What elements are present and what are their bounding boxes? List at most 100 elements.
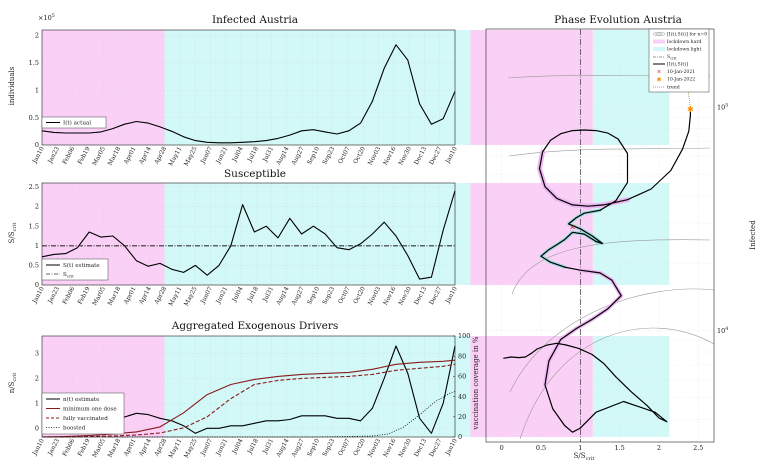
infected-legend: I(t) actual (41, 116, 107, 129)
x-tick-label: Apr28 (153, 286, 169, 307)
y-right-tick-label: 0 (458, 433, 462, 441)
svg-text:10-Jan-2021: 10-Jan-2021 (667, 69, 695, 75)
phase-title: Phase Evolution Austria (554, 14, 682, 26)
x-tick-label: Apr14 (137, 286, 153, 307)
drivers-ylabel: n/Scrit (8, 373, 18, 393)
y-tick-label: 3 (35, 350, 39, 358)
x-tick-label: Aug14 (275, 146, 291, 168)
y-tick-label: 2 (35, 32, 39, 40)
marker-2022: ✱ (687, 105, 694, 114)
drivers-title: Aggregated Exogenous Drivers (171, 320, 339, 332)
series-line (41, 44, 456, 144)
legend-label-infected: I(t) actual (63, 120, 91, 127)
plot-frame (485, 28, 715, 443)
x-tick-label: Feb19 (77, 438, 92, 458)
x-tick-label: Oct20 (352, 145, 367, 165)
y-right-tick-label: 20 (458, 413, 466, 421)
x-tick-label: Apr28 (153, 438, 169, 459)
x-tick-label: May25 (183, 145, 199, 167)
x-tick-label: May11 (168, 286, 184, 308)
x-tick-label: May25 (183, 437, 199, 459)
svg-text:[I(t),S(t)]: [I(t),S(t)] (667, 61, 688, 68)
x-tick-label: Jun21 (214, 286, 229, 306)
x-tick-label: Mar05 (91, 438, 107, 459)
x-tick-label: Sep23 (321, 437, 336, 457)
x-tick-label: Feb19 (77, 146, 92, 166)
x-tick-label: Apr14 (137, 146, 153, 167)
x-tick-label: Oct07 (337, 437, 352, 457)
x-tick-label: Nov30 (397, 437, 413, 458)
y-tick-label: 0 (35, 141, 39, 149)
x-tick-label: Jan10 (444, 145, 459, 165)
n0-reference-curve (519, 327, 715, 440)
x-tick-label: Feb06 (61, 146, 76, 166)
x-tick-label: Feb06 (61, 286, 76, 306)
x-tick-label: Nov16 (382, 285, 398, 306)
x-tick-label: Dec13 (413, 145, 428, 166)
x-tick-label: Mar05 (91, 146, 107, 167)
y-tick-label: 0.5 (29, 262, 39, 270)
x-tick-label: Oct07 (337, 145, 352, 165)
x-tick-label: Jun21 (214, 146, 229, 166)
legend-row-2022: ✱ 10-Jan-2022 (656, 77, 695, 84)
y-tick-label: 2 (35, 203, 39, 211)
x-tick-label: Dec27 (428, 437, 443, 458)
x-tick-label: Jun07 (199, 438, 214, 458)
lockdown-hard-band (470, 30, 593, 145)
x-tick-label: Apr01 (122, 438, 137, 459)
y-tick-label: 0 (35, 281, 39, 289)
x-tick-label: Nov30 (397, 145, 413, 166)
svg-text:[I(t),S(t)] for n=0: [I(t),S(t)] for n=0 (667, 31, 707, 38)
x-tick-label: Mar18 (107, 286, 123, 307)
phase-legend: [I(t),S(t)] for n=0 lockdown hard lockdo… (648, 28, 710, 93)
x-tick-label: Jun07 (199, 146, 214, 166)
x-tick-label: Aug27 (290, 438, 306, 460)
n0-reference-curve (509, 288, 715, 393)
plot-frame (41, 29, 456, 146)
x-tick-label: 1 (578, 444, 582, 452)
x-tick-label: May25 (183, 285, 199, 307)
x-tick-label: Jan10 (31, 285, 46, 305)
phase-ylabel: Infected (749, 220, 757, 250)
y-right-tick-label: 60 (458, 373, 466, 381)
svg-text:trend: trend (667, 85, 680, 91)
x-tick-label: Dec27 (428, 145, 443, 166)
lockdown-light-band (592, 183, 670, 285)
series-line (41, 190, 456, 280)
x-tick-label: Apr28 (153, 146, 169, 167)
x-tick-label: Mar18 (107, 438, 123, 459)
y-right-tick-label: 40 (458, 393, 466, 401)
legend-row-2021: × 10-Jan-2021 (656, 68, 695, 75)
drivers-legend: n(t) estimate minimum one dose fully vac… (41, 392, 125, 435)
x-tick-label: Jul31 (261, 286, 275, 304)
legend-label-susceptible: S(t) estimate (63, 262, 100, 269)
x-tick-label: Jan23 (46, 145, 61, 165)
x-tick-label: Apr01 (122, 146, 137, 167)
x-tick-label: Jul04 (231, 437, 245, 455)
svg-text:lockdown hard: lockdown hard (667, 39, 702, 45)
svg-text:lockdown light: lockdown light (667, 47, 701, 53)
svg-text:10-Jan-2022: 10-Jan-2022 (667, 77, 695, 83)
x-tick-label: Dec13 (413, 437, 428, 458)
legend-row-scrit: Scrit (653, 54, 677, 60)
x-tick-label: 2.5 (693, 444, 703, 452)
susceptible-legend: S(t) estimate Scrit (41, 258, 109, 281)
x-tick-label: Oct07 (337, 285, 352, 305)
phase-panel: Phase Evolution Austria 0 0.5 1 1.5 2 2.5 104 1… (485, 14, 757, 462)
x-tick-label: Nov03 (367, 145, 383, 166)
drivers-ylabel-right: vaccination coverage in % (472, 336, 480, 430)
x-tick-label: Dec27 (428, 285, 443, 306)
x-tick-label: Jul18 (246, 285, 260, 303)
x-tick-label: Sep23 (321, 285, 336, 305)
legend-label-scrit: Scrit (63, 272, 74, 279)
x-tick-label: Dec13 (413, 285, 428, 306)
phase-xlabel: S/Scrit (574, 452, 595, 462)
x-tick-label: Jan10 (444, 285, 459, 305)
y-tick-label: 0.5 (29, 114, 39, 122)
x-tick-label: Nov03 (367, 437, 383, 458)
legend-row-hard: lockdown hard (653, 39, 702, 45)
x-tick-label: Jul18 (246, 437, 260, 455)
